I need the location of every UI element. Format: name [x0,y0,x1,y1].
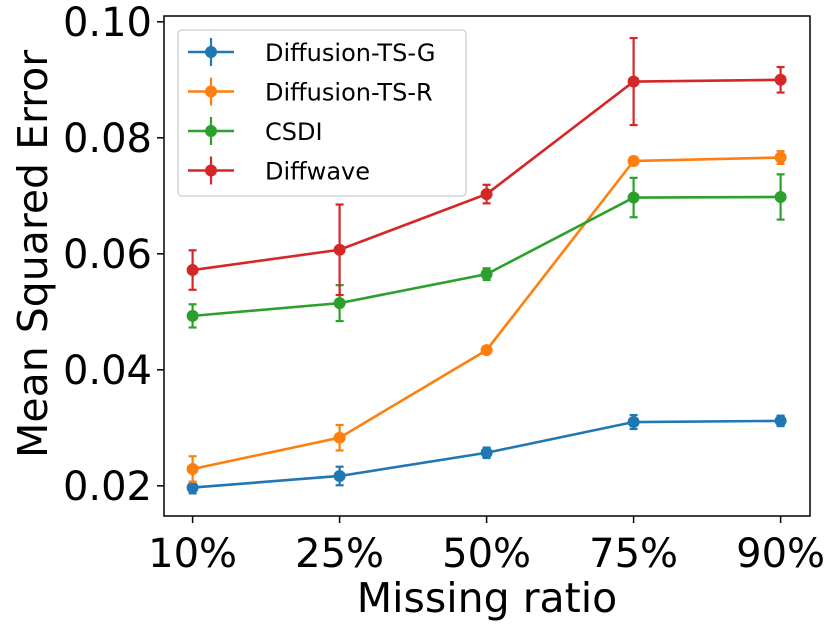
data-point [186,309,199,322]
data-point [333,431,346,444]
data-point [186,264,199,277]
y-tick-label: 0.02 [63,464,152,510]
data-point [774,190,787,203]
data-point [480,446,493,459]
series-diffusion-ts-g [186,413,787,495]
y-axis: 0.02 0.04 0.06 0.08 0.10 [63,0,164,510]
y-tick-label: 0.08 [63,116,152,162]
y-tick-label: 0.06 [63,232,152,278]
legend-label: Diffusion-TS-R [265,79,433,107]
data-point [480,188,493,201]
data-point [774,151,787,164]
x-tick-label: 75% [589,531,678,577]
plot-marks [186,36,787,495]
series-csdi [186,173,787,329]
data-point [480,268,493,281]
x-axis: 10% 25% 50% 75% 90% [148,516,825,577]
data-point [627,416,640,429]
data-point [774,73,787,86]
series-line [192,195,781,318]
y-tick-label: 0.04 [63,348,152,394]
data-point [627,191,640,204]
data-point [480,344,493,357]
x-tick-label: 10% [148,531,237,577]
legend-marker [205,164,217,177]
legend-marker [205,46,217,58]
x-axis-label: Missing ratio [357,574,617,622]
y-axis-label: Mean Squared Error [9,50,57,458]
data-point [333,297,346,310]
data-point [333,243,346,256]
data-point [774,414,787,427]
data-point [333,469,346,482]
x-tick-label: 90% [736,531,825,577]
x-tick-label: 25% [295,531,384,577]
data-point [186,481,199,494]
y-tick-label: 0.10 [63,0,152,46]
legend: Diffusion-TS-G Diffusion-TS-R CSDI Diffwave [177,29,467,197]
legend-marker [205,85,217,98]
data-point [627,155,640,168]
series-diffwave [186,36,787,297]
legend-label: Diffusion-TS-G [265,39,435,67]
data-point [186,463,199,476]
legend-marker [205,125,217,137]
series-diffusion-ts-r [186,150,787,483]
legend-label: Diffwave [265,158,370,186]
legend-box [177,29,467,197]
legend-label: CSDI [265,118,323,146]
x-tick-label: 50% [442,531,531,577]
data-point [627,75,640,88]
